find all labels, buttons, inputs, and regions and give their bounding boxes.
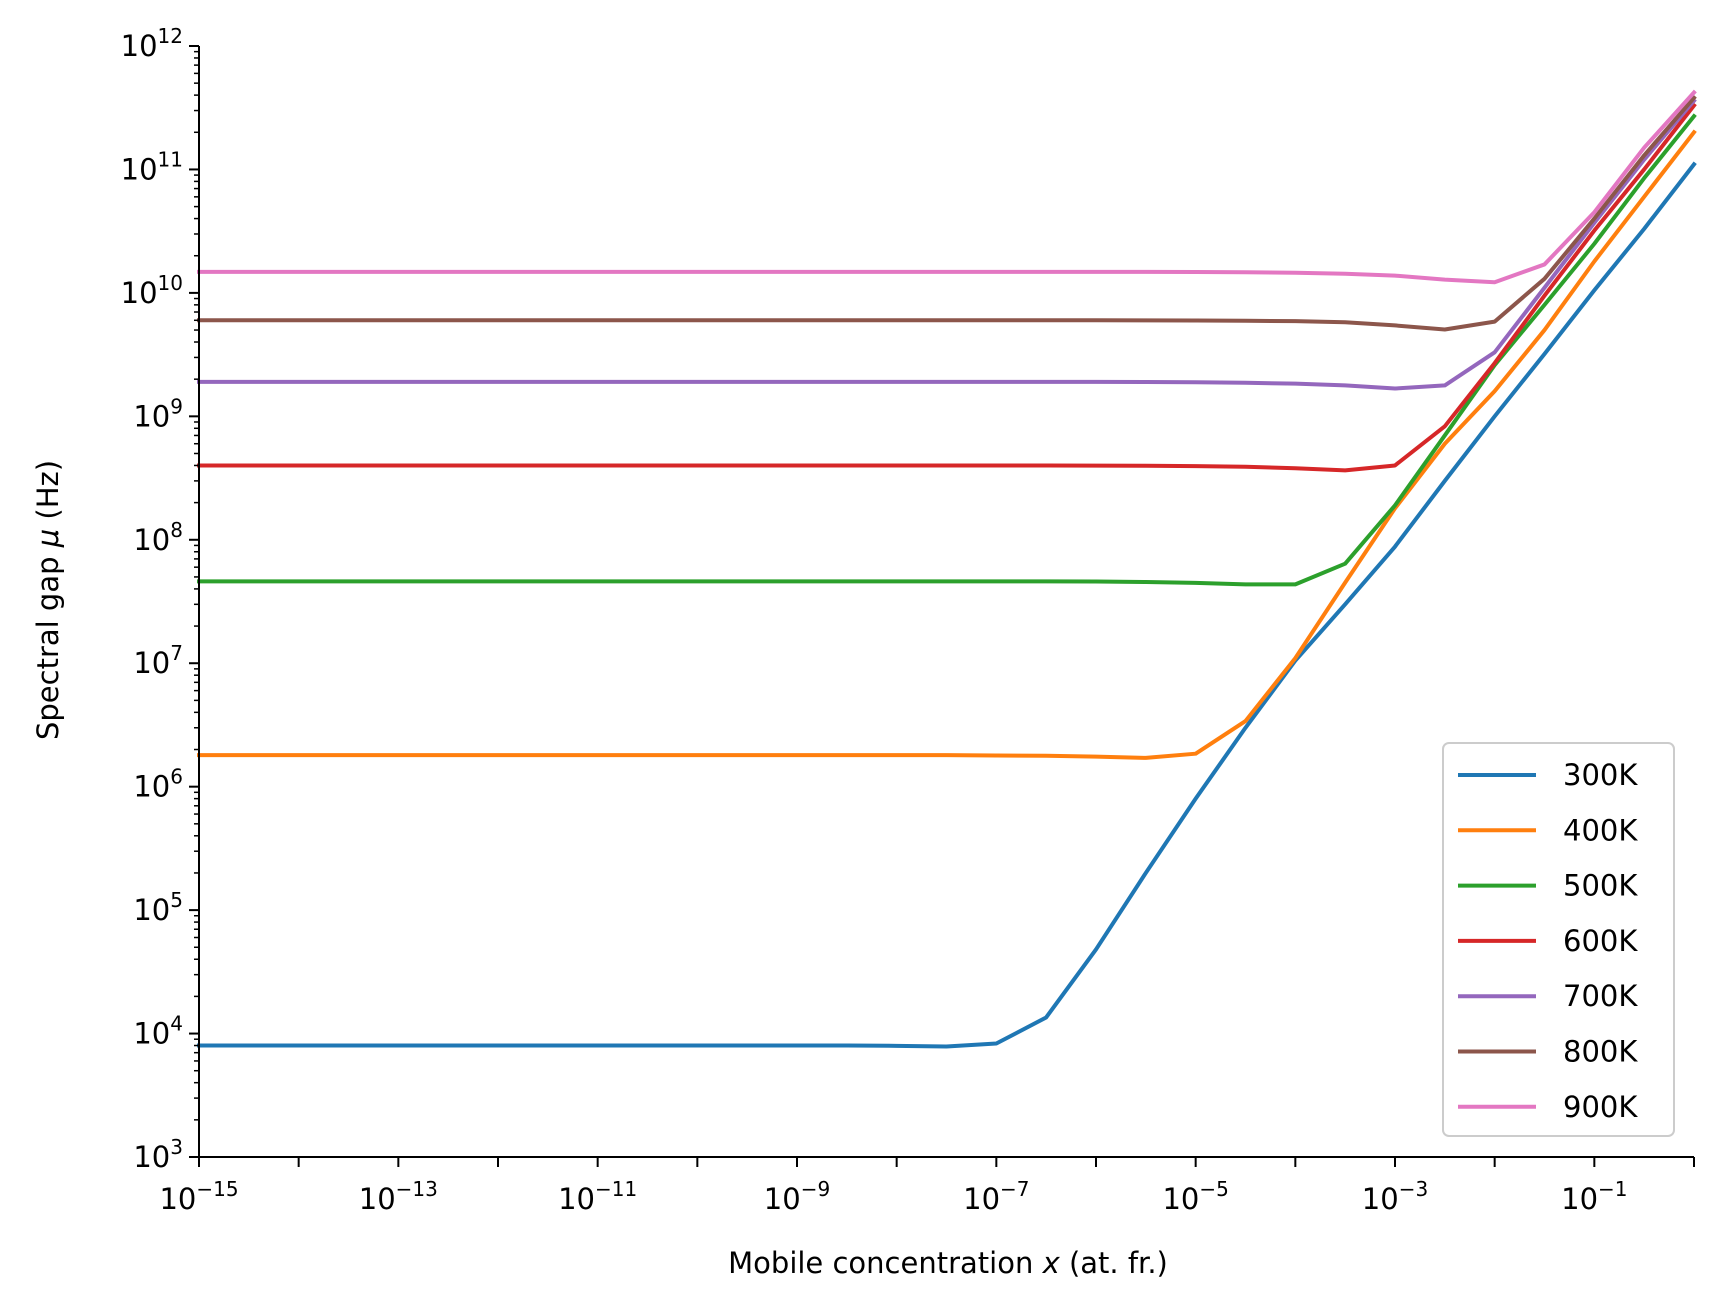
y-tick-label: 103 [133,1135,183,1174]
y-ticks: 103 104 105 106 107 108 109 1010 1011 1012 [121,24,199,1174]
series-line-400K [197,129,1697,760]
series-line-900K [197,89,1697,285]
legend-label-900K: 900K [1563,1090,1638,1124]
y-tick-label: 105 [133,888,183,927]
x-tick-label: 10−1 [1561,1177,1627,1216]
x-axis-label: Mobile concentration x (at. fr.) [728,1246,1168,1280]
legend-label-500K: 500K [1563,869,1638,903]
y-tick-label: 1012 [121,24,183,63]
y-tick-label: 109 [133,394,183,433]
y-axis-label: Spectral gap μ (Hz) [31,460,65,740]
legend: 300K 400K 500K 600K 700K 800K 900K [1442,742,1675,1137]
series-line-500K [197,113,1697,587]
y-tick-label: 104 [133,1012,183,1051]
legend-label-300K: 300K [1563,758,1638,792]
series-line-800K [197,95,1697,332]
legend-label-600K: 600K [1563,924,1638,958]
series-line-600K [197,102,1697,473]
legend-label-800K: 800K [1563,1035,1638,1069]
x-tick-label: 10−15 [159,1177,238,1216]
x-ticks: 10−15 10−13 10−11 10−9 10−7 10−5 10−3 10−1 [159,1157,1695,1216]
series-layer [197,89,1697,1049]
legend-label-400K: 400K [1563,813,1638,847]
y-tick-label: 107 [133,641,183,680]
x-tick-label: 10−9 [764,1177,830,1216]
legend-label-700K: 700K [1563,979,1638,1013]
axes-layer [198,46,1694,1158]
legend-items: 300K 400K 500K 600K 700K 800K 900K [1458,758,1638,1124]
x-tick-label: 10−3 [1362,1177,1428,1216]
legend-box [1442,742,1675,1137]
series-line-300K [197,161,1697,1049]
y-tick-label: 1010 [121,271,183,310]
x-tick-label: 10−5 [1162,1177,1228,1216]
y-tick-label: 108 [133,518,183,557]
series-line-700K [197,97,1697,391]
y-tick-label: 106 [133,765,183,804]
y-tick-label: 1011 [121,147,183,186]
x-tick-label: 10−13 [359,1177,438,1216]
x-tick-label: 10−7 [963,1177,1029,1216]
x-tick-label: 10−11 [558,1177,637,1216]
